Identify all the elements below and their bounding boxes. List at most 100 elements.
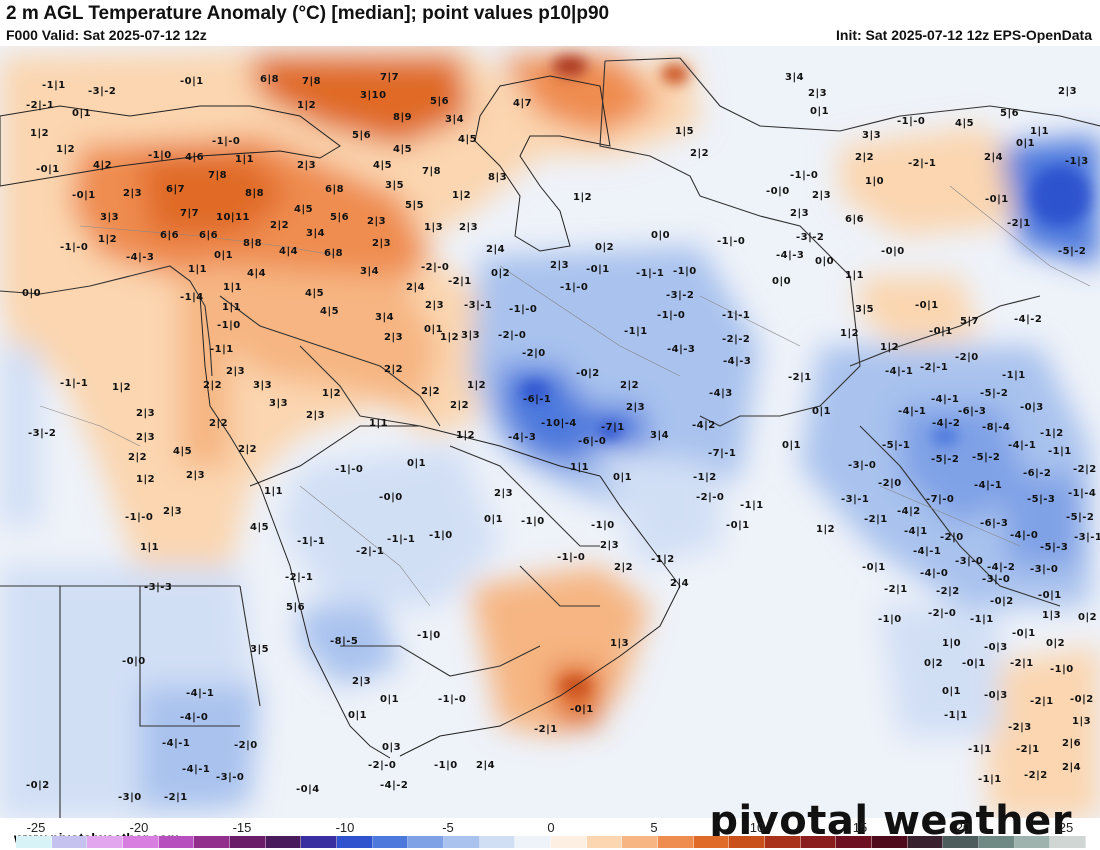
point-value: 4|7 bbox=[513, 98, 533, 109]
point-value: -1|-0 bbox=[438, 694, 467, 705]
point-value: 7|7 bbox=[380, 72, 400, 83]
point-value: -0|1 bbox=[929, 326, 953, 337]
point-value: -5|-2 bbox=[1066, 512, 1095, 523]
point-value: -0|4 bbox=[296, 784, 320, 795]
point-value: -3|-0 bbox=[982, 574, 1011, 585]
point-value: 2|2 bbox=[270, 220, 290, 231]
colorbar-tick-label: 5 bbox=[650, 820, 658, 835]
point-value: 2|3 bbox=[808, 88, 828, 99]
point-value: 1|5 bbox=[675, 126, 695, 137]
colorbar-swatch bbox=[123, 836, 159, 848]
point-value: -1|1 bbox=[970, 614, 994, 625]
anomaly-map[interactable]: -1|1 -3|-2 -0|1 6|8 7|8 7|7 3|10 5|6 4|7 3|4 2|3 2|… bbox=[0, 46, 1100, 818]
point-value: 0|2 bbox=[1046, 638, 1066, 649]
point-value: -3|-0 bbox=[955, 556, 984, 567]
point-value: -7|1 bbox=[601, 422, 625, 433]
point-value: 2|2 bbox=[620, 380, 640, 391]
point-value: -3|-3 bbox=[144, 582, 173, 593]
colorbar-swatch bbox=[444, 836, 480, 848]
point-value: -2|-0 bbox=[368, 760, 397, 771]
point-value: -1|-1 bbox=[722, 310, 751, 321]
point-value: 2|4 bbox=[486, 244, 506, 255]
point-value: 0|1 bbox=[613, 472, 633, 483]
point-value: -0|1 bbox=[985, 194, 1009, 205]
point-value: -2|1 bbox=[864, 514, 888, 525]
point-value: 7|7 bbox=[180, 208, 200, 219]
point-value: 0|1 bbox=[380, 694, 400, 705]
point-value: -0|1 bbox=[72, 190, 96, 201]
point-value: 2|2 bbox=[128, 452, 148, 463]
point-value: 3|3 bbox=[862, 130, 882, 141]
point-value: 0|2 bbox=[491, 268, 511, 279]
point-value: -0|1 bbox=[586, 264, 610, 275]
point-value: 2|3 bbox=[186, 470, 206, 481]
point-value: -2|-2 bbox=[722, 334, 751, 345]
colorbar-swatch bbox=[800, 836, 837, 848]
point-value: 1|1 bbox=[570, 462, 590, 473]
point-value: 3|4 bbox=[445, 114, 465, 125]
point-value: -5|-2 bbox=[931, 454, 960, 465]
point-value: -3|-1 bbox=[1074, 532, 1100, 543]
point-value: -2|0 bbox=[955, 352, 979, 363]
point-value: -1|-0 bbox=[790, 170, 819, 181]
point-value: 0|1 bbox=[348, 710, 368, 721]
point-value: 8|9 bbox=[393, 112, 413, 123]
point-value: 0|0 bbox=[772, 276, 792, 287]
point-value: 5|6 bbox=[430, 96, 450, 107]
point-value: -4|-1 bbox=[186, 688, 215, 699]
point-value: 4|5 bbox=[294, 204, 314, 215]
point-value: -4|-2 bbox=[932, 418, 961, 429]
init-time: Init: Sat 2025-07-12 12z EPS-OpenData bbox=[836, 27, 1092, 43]
point-value: 0|0 bbox=[815, 256, 835, 267]
colorbar-swatch bbox=[586, 836, 623, 848]
point-value: 2|2 bbox=[209, 418, 229, 429]
point-value: -5|-2 bbox=[980, 388, 1009, 399]
point-value: -6|-3 bbox=[958, 406, 987, 417]
colorbar-swatch bbox=[658, 836, 694, 848]
point-value: -7|-0 bbox=[926, 494, 955, 505]
point-value: -3|-2 bbox=[88, 86, 117, 97]
point-value: -2|-0 bbox=[696, 492, 725, 503]
point-value: 8|8 bbox=[243, 238, 263, 249]
point-value: -0|1 bbox=[915, 300, 939, 311]
point-value: 2|6 bbox=[1062, 738, 1082, 749]
point-value: -1|1 bbox=[944, 710, 968, 721]
colorbar bbox=[16, 836, 1087, 848]
point-value: -3|-1 bbox=[464, 300, 493, 311]
point-value: 1|2 bbox=[467, 380, 487, 391]
point-value: 3|3 bbox=[461, 330, 481, 341]
point-value: 4|4 bbox=[247, 268, 267, 279]
point-value: 0|1 bbox=[72, 108, 92, 119]
point-value: -1|-0 bbox=[657, 310, 686, 321]
point-value: -5|-3 bbox=[1027, 494, 1056, 505]
point-value: 0|1 bbox=[812, 406, 832, 417]
point-value: 3|4 bbox=[375, 312, 395, 323]
colorbar-swatch bbox=[372, 836, 409, 848]
colorbar-tick-label: -10 bbox=[335, 820, 355, 835]
point-value: -2|-0 bbox=[928, 608, 957, 619]
point-value: -2|0 bbox=[878, 478, 902, 489]
point-value: -0|2 bbox=[990, 596, 1014, 607]
point-value: 2|3 bbox=[790, 208, 810, 219]
point-value: -1|1 bbox=[624, 326, 648, 337]
point-value: 6|6 bbox=[160, 230, 180, 241]
colorbar-tick-label: 10 bbox=[749, 820, 765, 835]
point-value: -1|1 bbox=[210, 344, 234, 355]
point-value: 1|2 bbox=[98, 234, 118, 245]
colorbar-tick-label: 15 bbox=[852, 820, 868, 835]
point-value: 4|2 bbox=[93, 160, 113, 171]
point-value: 6|6 bbox=[845, 214, 865, 225]
point-value: -4|-3 bbox=[667, 344, 696, 355]
point-value: 2|4 bbox=[1062, 762, 1082, 773]
point-value: 2|3 bbox=[425, 300, 445, 311]
point-value: 2|2 bbox=[384, 364, 404, 375]
point-value: -4|-1 bbox=[1008, 440, 1037, 451]
point-value: -2|1 bbox=[1007, 218, 1031, 229]
point-value: 1|3 bbox=[424, 222, 444, 233]
point-value: 10|11 bbox=[216, 212, 250, 223]
colorbar-swatch bbox=[479, 836, 516, 848]
point-value: -3|-2 bbox=[666, 290, 695, 301]
point-value: -1|1 bbox=[978, 774, 1002, 785]
point-value: -1|0 bbox=[521, 516, 545, 527]
point-value: 3|3 bbox=[100, 212, 120, 223]
